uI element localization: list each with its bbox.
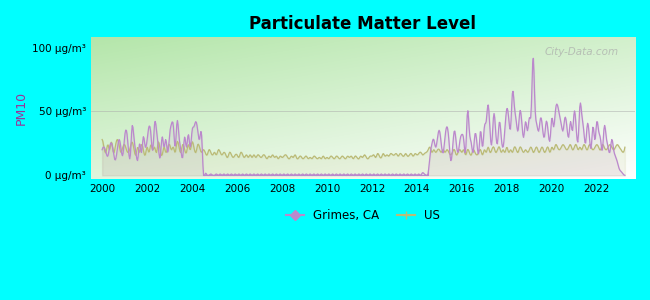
Y-axis label: PM10: PM10 xyxy=(15,91,28,125)
Text: City-Data.com: City-Data.com xyxy=(545,47,619,57)
Legend: Grimes, CA, US: Grimes, CA, US xyxy=(281,205,445,227)
Title: Particulate Matter Level: Particulate Matter Level xyxy=(250,15,476,33)
